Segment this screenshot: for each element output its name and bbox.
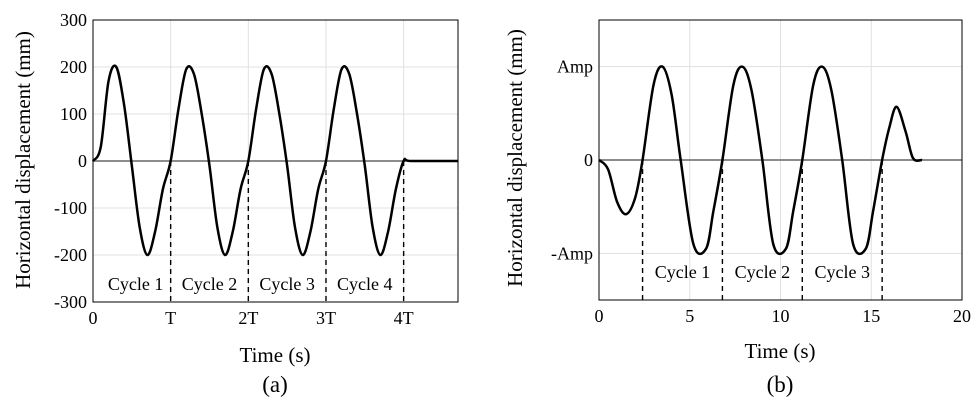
x-tick-labels-a: 0 T 2T 3T 4T [89, 308, 414, 328]
cycle-label: Cycle 1 [108, 274, 164, 294]
x-tick-label: 0 [595, 306, 604, 326]
x-tick-label: 15 [862, 306, 880, 326]
x-axis-label-a: Time (s) [240, 343, 311, 367]
x-tick-labels-b: 0 5 10 15 20 [595, 306, 972, 326]
y-axis-label-a: Horizontal displacement (mm) [11, 31, 35, 289]
cycle-label: Cycle 3 [259, 274, 315, 294]
cycle-label: Cycle 3 [814, 262, 870, 282]
x-tick-label: 0 [89, 308, 98, 328]
y-tick-label: 100 [60, 104, 87, 124]
y-tick-label: -200 [54, 245, 87, 265]
y-tick-label: 0 [584, 150, 593, 170]
cycle-boundaries-a [169, 161, 405, 302]
y-axis-label-b: Horizontal displacement (mm) [503, 29, 527, 287]
cycle-labels-a: Cycle 1 Cycle 2 Cycle 3 Cycle 4 [108, 274, 393, 294]
y-tick-label: 0 [78, 151, 87, 171]
x-tick-label: 20 [953, 306, 971, 326]
y-tick-label: -300 [54, 292, 87, 312]
cycle-label: Cycle 2 [735, 262, 791, 282]
y-tick-label: 300 [60, 10, 87, 30]
plot-frame-b [598, 19, 963, 301]
panel-label-a: (a) [262, 372, 288, 397]
y-tick-label: Amp [557, 57, 593, 77]
series-line-a [91, 64, 458, 257]
x-tick-label: 4T [394, 308, 414, 328]
x-axis-label-b: Time (s) [745, 339, 816, 363]
y-tick-labels-a: 300 200 100 0 -100 -200 -300 [54, 10, 87, 312]
plot-frame-a [92, 19, 459, 303]
panel-label-b: (b) [767, 372, 794, 397]
x-tick-label: 2T [238, 308, 258, 328]
x-tick-label: 3T [316, 308, 336, 328]
cycle-labels-b: Cycle 1 Cycle 2 Cycle 3 [655, 262, 870, 282]
cycle-label: Cycle 4 [337, 274, 393, 294]
cycle-label: Cycle 1 [655, 262, 711, 282]
x-tick-label: T [165, 308, 176, 328]
y-tick-label: -Amp [551, 243, 593, 263]
series-line-b [598, 65, 923, 256]
y-tick-label: -100 [54, 198, 87, 218]
y-tick-labels-b: Amp 0 -Amp [551, 57, 593, 264]
x-tick-label: 5 [685, 306, 694, 326]
cycle-label: Cycle 2 [182, 274, 238, 294]
y-tick-label: 200 [60, 57, 87, 77]
x-tick-label: 10 [772, 306, 790, 326]
